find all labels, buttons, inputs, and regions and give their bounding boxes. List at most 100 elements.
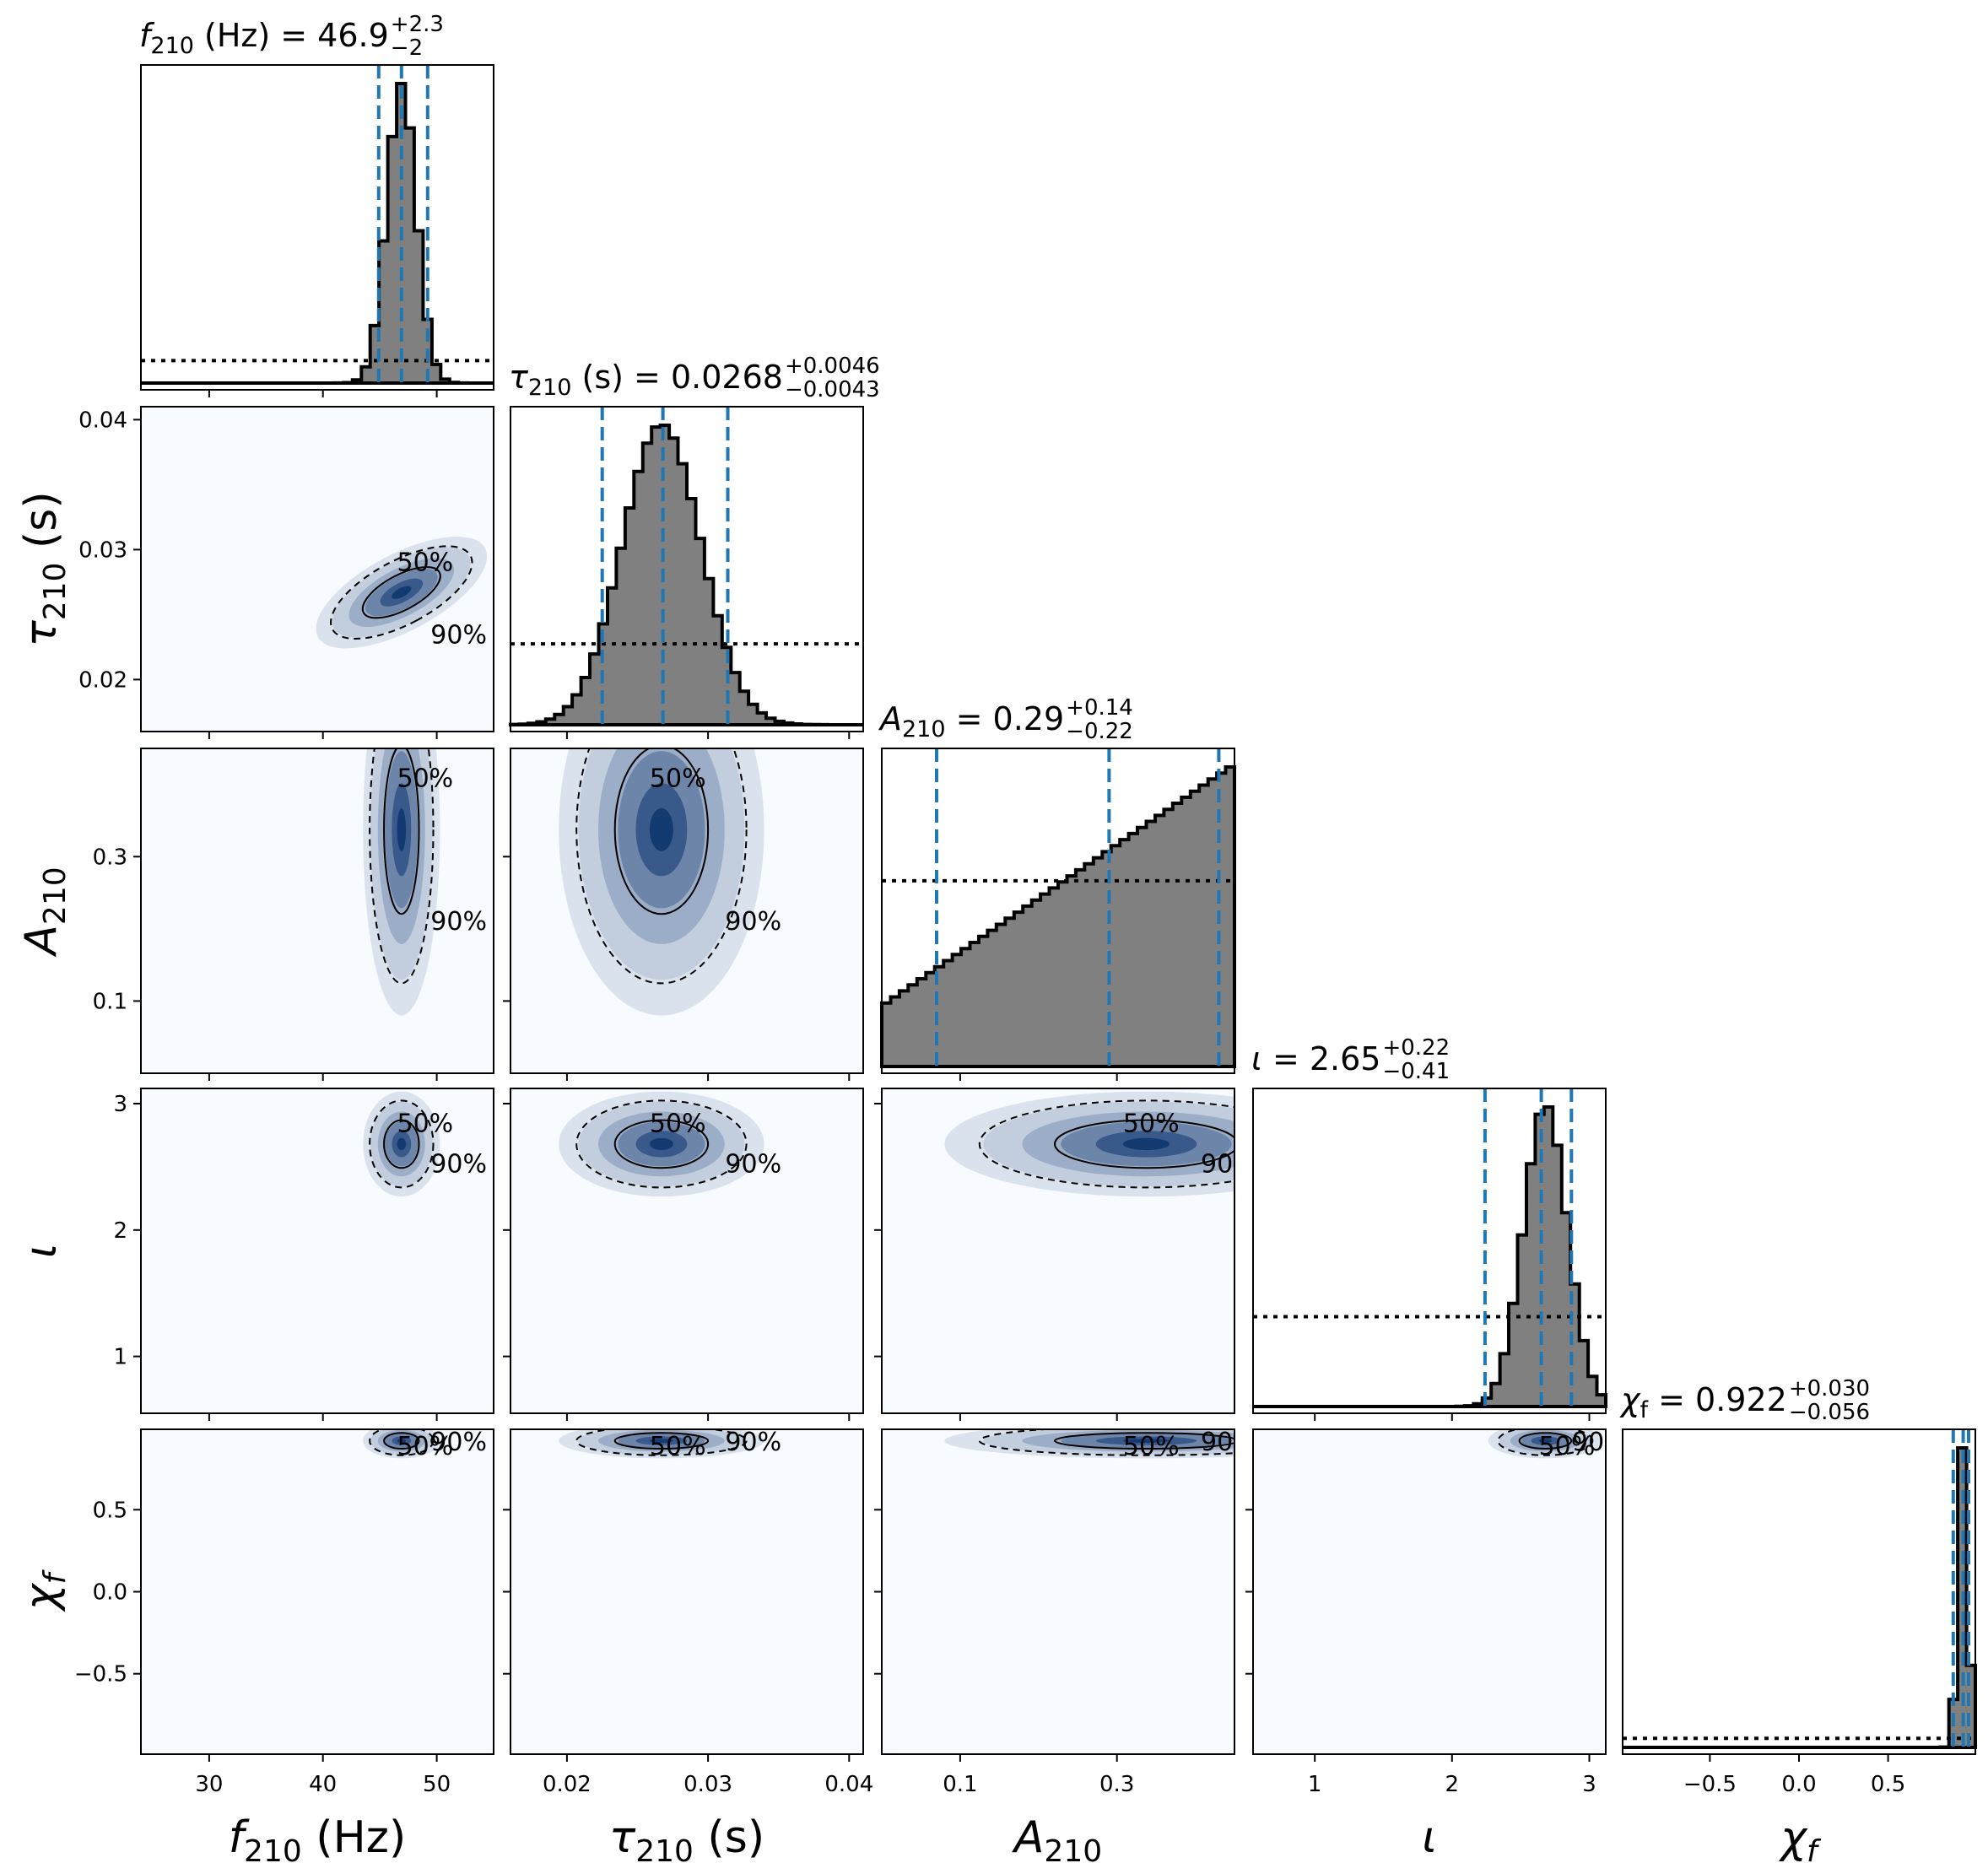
panel-frame [510,748,864,1074]
panel-frame [1252,1088,1607,1414]
density-level-6 [649,1439,673,1443]
title-upper-error: +0.22 [1382,1035,1450,1061]
density-background [882,1429,1234,1754]
contour-label-90: 90% [725,1150,781,1180]
density-panel-f210-chif: 90%50% [140,1428,494,1755]
contour-label-50: 50% [1123,1110,1180,1139]
ticks-1-2 [503,856,851,1081]
panel-frame [140,1088,494,1414]
x-axis-label-f210: f210 (Hz) [229,1812,407,1863]
panel-title-f210: f210 (Hz) = 46.9 [139,17,389,59]
title-lower-error: −0.0043 [785,377,880,402]
ticks-0-2 [133,856,438,1081]
y-tick-label: 2 [113,1218,127,1244]
density-panel-tau210-iota: 90% 50% [510,1088,864,1414]
posterior-histogram [1623,1446,1977,1749]
y-tick-label: 0.04 [78,408,127,433]
ticks-0-3 [133,1103,438,1421]
contour-50 [383,1119,420,1169]
contour-label-90: 90% [430,1428,487,1457]
title-lower-error: −2 [391,35,423,61]
title-upper-error: +0.14 [1066,695,1133,721]
ticks-2-3 [874,1103,1118,1421]
x-axis-chif: −0.5 0.0 0.5 χf [1683,1772,1905,1863]
contour-label-50: 50% [1539,1432,1596,1461]
contour-90 [330,545,473,640]
contour-50 [1054,1432,1234,1450]
x-tick-label: 0.3 [1099,1772,1134,1797]
marginal-panel-tau210: τ210 (s) = 0.0268 +0.0046−0.0043 [509,354,880,732]
contour-label-50: 50% [397,1432,454,1461]
density-level-6 [392,586,412,599]
contour-label-50: 50% [650,764,706,793]
y-axis-label-tau210: τ210 (s) [16,491,73,646]
contour-label-50: 50% [397,764,454,793]
density-panel-A210-iota: 90% 50% [881,1088,1235,1414]
y-axis-tau210: 0.02 0.03 0.04 τ210 (s) [16,408,127,693]
contour-50 [1518,1432,1573,1450]
ticks-0-4 [133,1509,438,1762]
contour-50 [613,1432,710,1450]
x-tick-label: 2 [1445,1772,1460,1797]
contour-label-90: 90% [430,1150,487,1180]
ticks-1-4 [503,1509,851,1762]
contour-90 [575,748,748,985]
density-panel-tau210-A210: 90% 50% [510,748,864,1074]
posterior-histogram [509,424,863,726]
y-tick-label: 0.1 [93,989,127,1014]
contour-50 [613,748,710,915]
title-lower-error: −0.41 [1382,1059,1450,1084]
x-tick-label: 0.03 [683,1772,732,1797]
panel-title-iota: ι = 2.65 [1251,1040,1380,1077]
contour-90 [978,1429,1234,1456]
panel-frame [510,406,864,732]
panel-frame [1622,1428,1976,1755]
contour-label-50: 50% [650,1110,706,1139]
x-axis-f210: 30 40 50 f210 (Hz) [195,1772,451,1863]
contour-90 [1497,1429,1594,1456]
panel-frame [140,64,494,391]
x-tick-label: 0.1 [943,1772,977,1797]
title-lower-error: −0.22 [1066,719,1133,744]
contour-label-90: 90% [725,1428,781,1457]
x-axis-label-chif: χf [1778,1812,1822,1863]
x-tick-label: 3 [1582,1772,1596,1797]
x-axis-A210: 0.1 0.3 A210 [943,1772,1134,1863]
contour-50 [361,566,441,619]
ticks-1-1 [565,732,851,739]
density-level-6 [649,807,673,851]
y-axis-label-chif: χf [16,1569,73,1612]
density-panel-f210-A210: 90% 50% [140,748,494,1074]
x-tick-label: 0.04 [824,1772,873,1797]
density-panel-f210-tau210: 90% 50% [140,406,494,732]
panel-frame [510,1088,864,1414]
contour-label-90: 90% [430,907,487,937]
density-background [141,1429,494,1754]
title-upper-error: +2.3 [391,12,444,37]
y-tick-label: 0.0 [93,1580,127,1606]
y-axis-chif: −0.5 0.0 0.5 χf [16,1498,127,1687]
posterior-histogram [141,82,494,385]
contour-label-90: 90% [725,907,781,937]
y-axis-label-A210: A210 [16,867,73,957]
density-level-6 [397,1137,407,1151]
y-axis-A210: 0.1 0.3 A210 [16,845,127,1014]
posterior-histogram [880,765,1236,1068]
contour-50 [383,748,420,915]
density-panel-f210-iota: 90%50% [140,1088,494,1414]
y-tick-label: 1 [113,1345,127,1370]
ticks-2-4 [874,1509,1118,1762]
panel-frame [140,748,494,1074]
title-lower-error: −0.056 [1789,1400,1870,1425]
panel-title-tau210: τ210 (s) = 0.0268 [509,359,783,401]
density-panel-A210-chif: 90% 50% [881,1428,1235,1755]
x-axis-tau210: 0.02 0.03 0.04 τ210 (s) [543,1772,873,1863]
contour-90 [369,1099,435,1189]
contour-label-50: 50% [650,1432,706,1461]
y-axis-iota: 1 2 3 ι [16,1092,127,1370]
marginal-panel-f210: f210 (Hz) = 46.9 +2.3−2 [139,12,494,391]
y-axis-label-iota: ι [16,1244,67,1259]
contour-50 [613,1119,710,1169]
y-tick-label: 0.03 [78,537,127,563]
